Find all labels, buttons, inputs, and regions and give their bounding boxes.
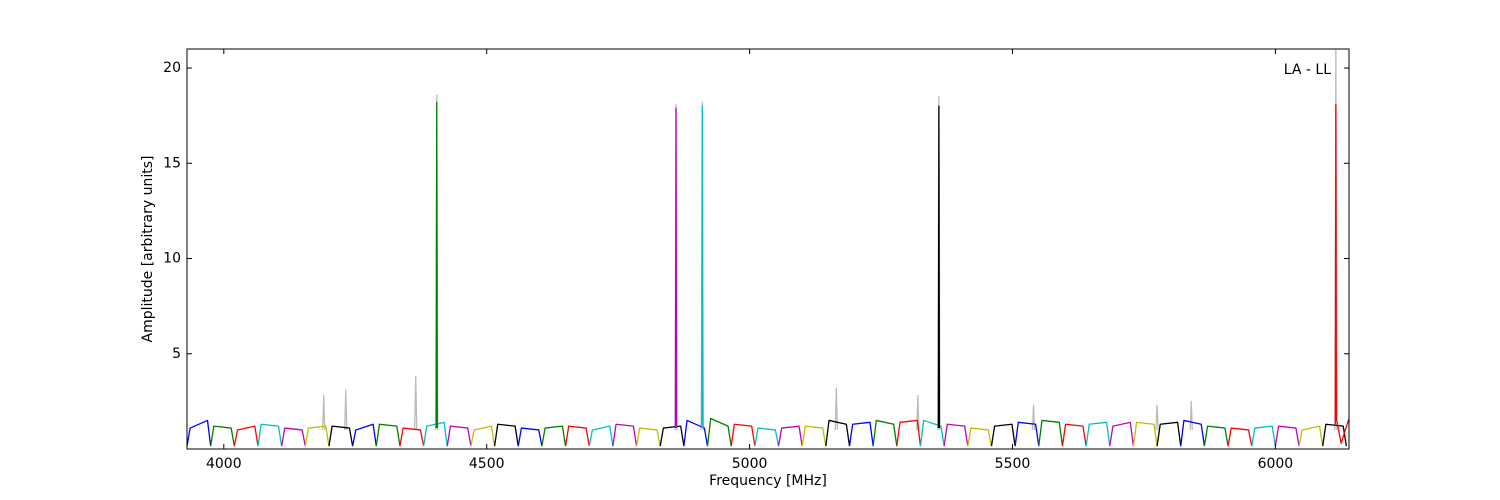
series-line (825, 419, 851, 447)
series-line (351, 423, 377, 447)
plot-area (187, 49, 1349, 447)
series-line (210, 425, 235, 447)
series-line (1203, 425, 1229, 447)
x-tick-label: 4000 (206, 456, 242, 472)
series-line (1156, 421, 1182, 447)
series-line (706, 417, 732, 447)
y-tick-label: 10 (163, 251, 181, 267)
series-line (943, 423, 969, 447)
series-line (1038, 419, 1064, 447)
series-line (612, 423, 638, 447)
series-line (896, 419, 922, 447)
series-line (541, 425, 567, 447)
series-line (1014, 421, 1040, 447)
series-line (493, 423, 519, 447)
series-line (1298, 425, 1324, 447)
series-line (1061, 423, 1087, 447)
series-line (280, 427, 306, 447)
series-line (564, 425, 590, 447)
series-line (422, 421, 448, 447)
series-line (754, 427, 780, 447)
series-line (635, 427, 661, 447)
series-line (257, 423, 283, 447)
series-line (1085, 421, 1111, 447)
series-line (777, 425, 803, 447)
y-tick-label: 5 (172, 346, 181, 362)
series-line (1322, 423, 1348, 447)
x-tick-label: 5500 (995, 456, 1031, 472)
axes-frame (186, 48, 1350, 450)
series-line (937, 105, 941, 429)
x-tick-label: 4500 (469, 456, 505, 472)
series-line (446, 425, 472, 447)
series-line (322, 49, 1338, 430)
series-line (801, 425, 827, 447)
y-tick-label: 20 (163, 60, 181, 76)
series-line (1274, 425, 1300, 447)
series-line (1132, 421, 1158, 447)
series-line (701, 105, 704, 429)
series-line (659, 425, 685, 447)
x-tick-label: 5000 (732, 456, 768, 472)
series-line (1180, 419, 1206, 447)
series-line (517, 427, 543, 447)
series-line (435, 101, 438, 429)
series-line (399, 427, 425, 447)
series-line (375, 423, 401, 447)
y-axis-label: Amplitude [arbitrary units] (140, 156, 156, 343)
series-line (470, 425, 496, 447)
series-line (919, 419, 945, 447)
series-line (328, 425, 354, 447)
series-line (304, 425, 330, 447)
series-line (872, 419, 898, 447)
series-line (1251, 425, 1277, 447)
series-line (233, 425, 259, 447)
series-line (848, 421, 874, 447)
x-tick-label: 6000 (1258, 456, 1294, 472)
series-line (674, 107, 678, 429)
series-line (1109, 421, 1135, 447)
x-axis-label: Frequency [MHz] (709, 473, 827, 489)
series-line (683, 419, 709, 447)
series-line (730, 423, 756, 447)
series-line (990, 423, 1016, 447)
series-line (187, 419, 212, 447)
series-line (1334, 103, 1349, 444)
y-tick-label: 15 (163, 155, 181, 171)
series-line (967, 427, 993, 447)
series-line (1227, 427, 1253, 447)
annotation: LA - LL (1284, 62, 1331, 78)
series-line (588, 425, 614, 447)
